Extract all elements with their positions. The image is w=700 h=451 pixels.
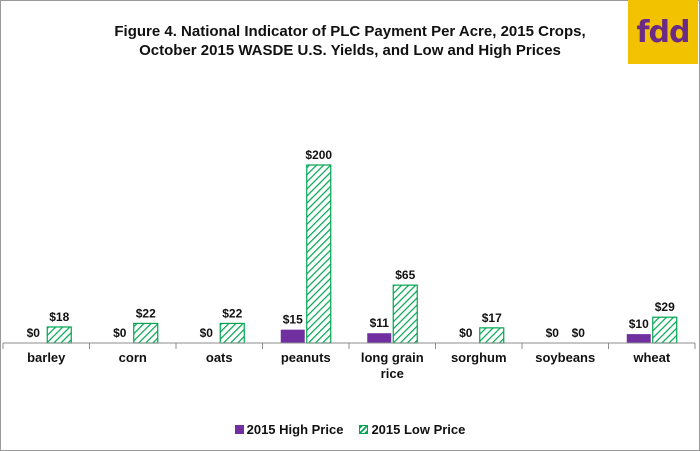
data-label-low: $22 (222, 306, 242, 320)
data-label-high: $0 (459, 326, 473, 340)
legend-swatch-high (234, 425, 244, 434)
legend-item-low: 2015 Low Price (359, 422, 465, 437)
bar-low-price (392, 284, 418, 344)
logo-text: fdd (636, 14, 690, 50)
data-label-low: $65 (395, 268, 415, 282)
category-label: sorghum (451, 350, 507, 365)
chart-title-line-2: October 2015 WASDE U.S. Yields, and Low … (139, 42, 561, 59)
category-label: barley (27, 350, 66, 365)
data-label-low: $18 (49, 310, 69, 324)
data-label-low: $29 (655, 300, 675, 314)
legend-label-high: 2015 High Price (246, 422, 344, 437)
data-label-high: $10 (629, 317, 649, 331)
data-label-low: $22 (136, 306, 156, 320)
bar-low-price (46, 326, 72, 344)
chart-legend: 2015 High Price 2015 Low Price (0, 422, 700, 437)
data-label-high: $0 (200, 326, 214, 340)
data-label-high: $15 (283, 313, 303, 327)
category-label: wheat (632, 350, 671, 365)
legend-swatch-low (359, 425, 369, 434)
chart-title-line-1: Figure 4. National Indicator of PLC Paym… (114, 23, 586, 40)
category-label: rice (381, 366, 404, 381)
legend-item-high: 2015 High Price (234, 422, 344, 437)
category-label: soybeans (535, 350, 595, 365)
bar-low-price (479, 327, 505, 344)
category-label: oats (206, 350, 233, 365)
chart-title: Figure 4. National Indicator of PLC Paym… (90, 22, 610, 60)
data-label-low: $0 (572, 326, 586, 340)
bar-low-price (219, 322, 245, 344)
data-label-high: $11 (370, 316, 390, 330)
data-label-low: $200 (305, 148, 332, 162)
bar-high-price (367, 333, 392, 343)
data-label-high: $0 (546, 326, 560, 340)
category-label: long grain (361, 350, 424, 365)
category-label: corn (119, 350, 147, 365)
fdd-logo: fdd (628, 0, 698, 64)
bar-high-price (626, 334, 651, 343)
data-label-low: $17 (482, 311, 502, 325)
bar-high-price (280, 329, 305, 343)
category-label: peanuts (281, 350, 331, 365)
bar-low-price (306, 164, 332, 344)
bar-low-price (652, 316, 678, 344)
data-label-high: $0 (27, 326, 41, 340)
data-label-high: $0 (113, 326, 127, 340)
legend-label-low: 2015 Low Price (371, 422, 466, 437)
bar-low-price (133, 322, 159, 344)
